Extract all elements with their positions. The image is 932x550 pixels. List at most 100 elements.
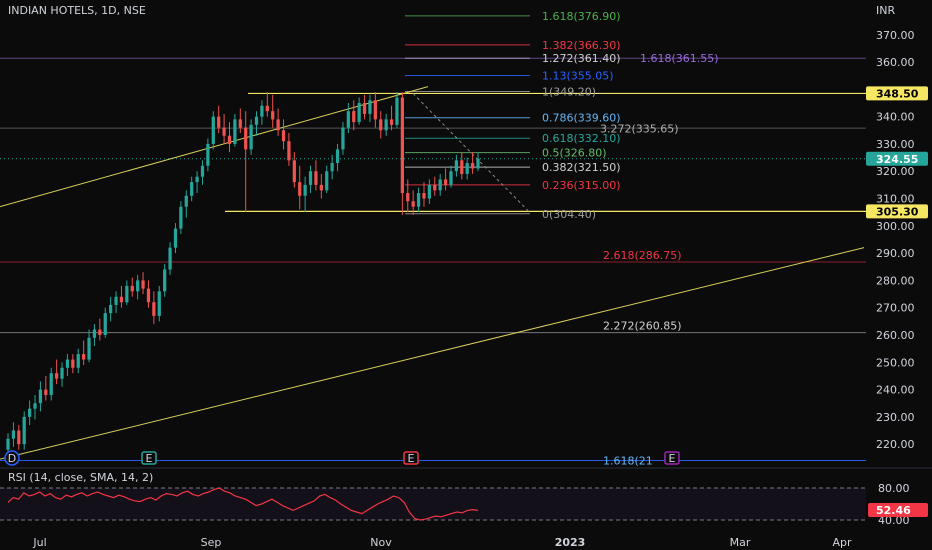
candle-18 [103,307,107,338]
candle-body-83 [454,160,459,172]
candle-2 [17,425,21,450]
marker-shape-3 [664,451,680,465]
candle-body-12 [71,359,75,368]
time-tick-4: Mar [730,536,751,549]
candle-body-46 [254,116,259,125]
time-axis: Jul Sep Nov 2023 Mar Apr [32,536,852,549]
candle-10 [60,362,64,387]
price-tag-0: 348.50 [876,87,919,100]
price-tag-bg-1 [866,151,928,166]
candle-49 [271,94,275,128]
candle-body-20 [114,296,118,305]
rsi-value-tag-bg [868,503,928,518]
candle-body-67 [368,100,372,114]
candle-60 [330,154,334,180]
marker-shape-1 [141,451,157,465]
candle-body-9 [55,373,59,379]
fib-label-3: 1.13(355.05) [542,70,614,83]
candle-body-64 [352,111,356,123]
candle-body-16 [92,329,97,338]
candle-body-60 [330,163,334,172]
candle-body-76 [416,193,421,207]
candle-74 [406,179,410,213]
candle-body-71 [389,119,394,125]
candle-body-24 [136,280,140,292]
candle-38 [211,111,215,150]
fib-label-7: 0.5(326.80) [542,147,607,160]
candle-body-17 [98,329,102,335]
time-tick-0: Jul [32,536,46,549]
candle-body-26 [146,288,151,303]
candle-65 [357,97,361,125]
candle-56 [308,165,313,194]
candle-body-73 [400,97,404,194]
candle-51 [281,119,286,150]
price-tick-12: 340.00 [876,111,915,124]
price-tick-2: 240.00 [876,384,915,397]
marker-shape-2 [403,451,419,465]
candle-5 [33,395,37,420]
ext-label-1: 3.272(335.65) [600,123,679,136]
candle-body-80 [438,179,442,191]
price-tick-10: 320.00 [876,165,915,178]
candle-40 [222,113,226,144]
rsi-tick-1: 40.00 [878,514,910,527]
fib-label-8: 0.382(321.50) [542,161,621,174]
price-tag-bg-2 [866,204,928,219]
upper-trendline [0,86,429,208]
price-tick-13: 360.00 [876,56,915,69]
candle-body-32 [179,206,183,229]
candle-7 [44,375,48,401]
candle-73 [400,92,404,215]
candle-48 [265,92,269,117]
candle-32 [179,201,183,234]
candle-body-11 [65,359,70,368]
candle-1 [11,422,16,447]
candle-16 [92,324,97,346]
candle-body-21 [119,296,124,303]
candle-body-14 [82,354,86,360]
price-tick-5: 270.00 [876,302,915,315]
price-tag-2: 305.30 [876,205,919,218]
candle-body-6 [38,389,43,404]
candle-body-62 [341,127,345,150]
price-tick-8: 300.00 [876,220,915,233]
ext-label-2: 2.618(286.75) [603,249,682,262]
event-marker-0[interactable]: D [4,450,20,466]
candles-layer [6,92,480,461]
candle-23 [130,277,134,297]
candle-62 [341,122,345,155]
candle-body-44 [244,127,248,150]
candle-body-58 [319,184,323,191]
time-tick-2: Nov [370,536,392,549]
candle-28 [157,285,161,322]
candle-42 [233,113,237,147]
candle-84 [460,152,464,180]
candle-3 [22,411,26,450]
candle-6 [38,381,43,412]
candle-body-45 [249,124,253,150]
candle-29 [163,264,167,297]
candle-81 [443,168,448,191]
candle-body-86 [470,163,475,169]
candle-body-0 [6,438,10,450]
candle-11 [65,354,70,376]
candle-20 [114,291,118,314]
candle-body-23 [130,285,134,292]
marker-label-1: E [146,452,153,465]
rsi-label: RSI (14, close, SMA, 14, 2) [8,471,153,484]
candle-64 [352,100,356,131]
candle-59 [325,165,329,194]
candle-41 [227,122,232,153]
candle-body-85 [465,163,469,174]
event-marker-2[interactable]: E [403,451,419,465]
event-marker-3[interactable]: E [664,451,680,465]
candle-35 [195,171,199,194]
candle-87 [476,152,480,172]
candle-body-18 [103,313,107,335]
event-marker-1[interactable]: E [141,451,157,465]
candle-body-87 [476,158,480,169]
ext-label-4: 1.618(21 [603,455,653,468]
price-tick-9: 310.00 [876,193,915,206]
